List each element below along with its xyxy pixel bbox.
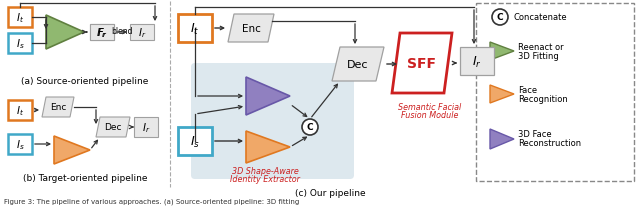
Polygon shape [42,97,74,117]
Text: Dec: Dec [104,123,122,132]
Circle shape [302,119,318,135]
Text: blend: blend [111,26,132,35]
Text: $I_s$: $I_s$ [15,137,24,151]
Text: Face: Face [518,86,537,95]
Polygon shape [46,16,84,50]
Bar [178,127,212,155]
Bar [8,34,32,54]
Text: $F_r$: $F_r$ [97,26,108,40]
Bar [460,48,494,76]
Text: $I_s$: $I_s$ [15,37,24,51]
Polygon shape [490,85,514,103]
Bar [90,25,114,41]
Text: Dec: Dec [348,60,369,70]
Text: $I_r$: $I_r$ [142,121,150,134]
Text: $I_t$: $I_t$ [16,11,24,25]
Text: $I_r$: $I_r$ [472,54,482,69]
Text: C: C [307,123,314,132]
FancyBboxPatch shape [191,64,354,179]
Bar [8,134,32,154]
Bar [130,25,154,41]
Polygon shape [490,129,514,149]
Circle shape [492,10,508,26]
Text: (b) Target-oriented pipeline: (b) Target-oriented pipeline [23,174,147,183]
Polygon shape [228,15,274,43]
Text: $F_r$: $F_r$ [97,26,108,40]
Text: Enc: Enc [241,24,260,34]
Text: $I_r$: $I_r$ [138,26,146,40]
Text: $F_r$: $F_r$ [97,26,108,40]
Polygon shape [246,131,290,163]
Polygon shape [54,136,90,164]
Polygon shape [332,48,384,82]
Bar [90,25,114,41]
Text: $I_t$: $I_t$ [16,104,24,117]
Text: 3D Face: 3D Face [518,130,552,139]
Text: Enc: Enc [50,103,66,112]
Text: Identity Extractor: Identity Extractor [230,175,300,184]
Bar [8,8,32,28]
Polygon shape [490,43,514,61]
Text: 3D Fitting: 3D Fitting [518,52,559,61]
Text: C: C [497,13,503,22]
Text: (c) Our pipeline: (c) Our pipeline [294,188,365,198]
Text: Reconstruction: Reconstruction [518,139,581,148]
Text: Recognition: Recognition [518,95,568,104]
Text: Fusion Module: Fusion Module [401,111,459,120]
Polygon shape [246,78,290,115]
Text: SFF: SFF [408,57,436,71]
Bar [178,15,212,43]
Polygon shape [96,117,130,137]
Text: Reenact or: Reenact or [518,43,564,52]
Bar [476,4,634,181]
Text: Figure 3: The pipeline of various approaches. (a) Source-oriented pipeline: 3D f: Figure 3: The pipeline of various approa… [4,198,300,204]
Text: 3D Shape-Aware: 3D Shape-Aware [232,167,298,176]
Bar [134,117,158,137]
Text: (a) Source-oriented pipeline: (a) Source-oriented pipeline [21,77,148,86]
Polygon shape [392,34,452,94]
Text: $I_t$: $I_t$ [190,21,200,36]
Text: Semantic Facial: Semantic Facial [398,103,461,112]
Bar [8,101,32,121]
Text: Concatenate: Concatenate [514,13,568,22]
Text: $I_s$: $I_s$ [190,134,200,149]
